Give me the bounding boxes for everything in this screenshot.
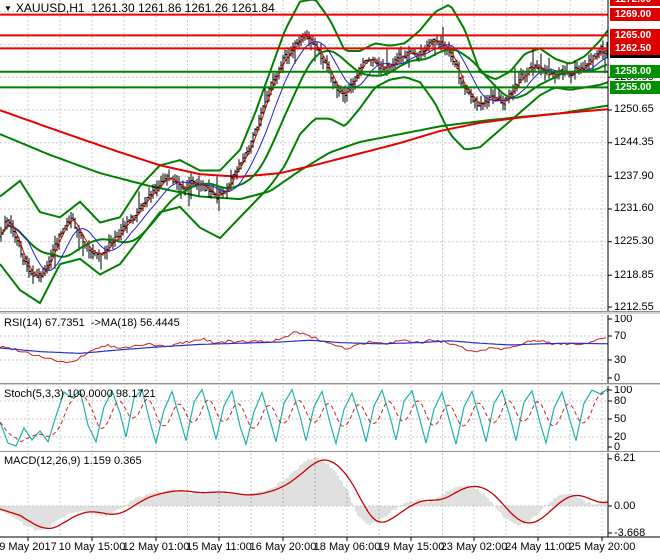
fast-ma-red-line: [0, 35, 608, 277]
price-panel: [0, 0, 608, 305]
time-tick-label: 18 May 06:00: [313, 541, 381, 553]
price-tick-label: 20: [614, 430, 627, 443]
time-tick-label: 24 May 11:00: [505, 541, 571, 553]
price-tick-label: 0.00: [614, 499, 636, 512]
price-tick-label: 80: [614, 394, 627, 407]
price-tick-label: 0: [614, 371, 621, 384]
stoch-indicator-label: Stoch(5,3,3) 100.0000 98.1721: [4, 388, 156, 400]
macd-indicator-label: MACD(12,26,9) 1.159 0.365: [4, 455, 142, 467]
price-tick-label: 1250.65: [614, 103, 654, 116]
bollinger-bands: [0, 0, 608, 305]
price-tick-label: -3.668: [614, 526, 646, 539]
panel-divider[interactable]: [0, 451, 660, 453]
price-tick-label: 1212.55: [614, 300, 654, 313]
time-tick-label: 9 May 2017: [0, 541, 57, 553]
price-level-tag: 1262.50: [610, 41, 660, 55]
macd-histogram: [0, 457, 608, 531]
rsi-line: [0, 331, 607, 364]
price-tick-label: 100: [614, 383, 633, 396]
panel-divider[interactable]: [0, 311, 660, 315]
price-tick-label: 1225.30: [614, 235, 654, 248]
support-resistance-lines: [0, 0, 608, 89]
chart-header: ▼ XAUUSD,H1 1261.30 1261.86 1261.26 1261.…: [4, 1, 275, 15]
time-tick-label: 23 May 02:00: [440, 541, 508, 553]
stochastic-panel: [0, 388, 608, 447]
price-tick-label: 6.21: [614, 452, 636, 465]
price-tick-label: 70: [614, 329, 627, 342]
price-level-tag: 1269.00: [610, 8, 660, 22]
price-tick-label: 1237.90: [614, 169, 654, 182]
price-level-tag: 1265.00: [610, 28, 660, 42]
stoch-k-line: [0, 388, 608, 447]
price-tick-label: 50: [614, 412, 627, 425]
time-tick-label: 16 May 20:00: [249, 541, 317, 553]
time-tick-label: 25 May 20:00: [568, 541, 636, 553]
stoch-d-line: [0, 391, 608, 442]
symbol-dropdown-icon[interactable]: ▼: [4, 4, 12, 13]
slow-ma-red-line: [0, 108, 608, 178]
mid-ma-green-line: [0, 48, 608, 258]
price-tick-label: 0: [614, 440, 621, 453]
price-tick-label: 100: [614, 312, 633, 325]
price-level-tag: 1258.00: [610, 65, 660, 79]
rsi-indicator-label: RSI(14) 67.7351 ->MA(18) 56.4445: [4, 317, 180, 329]
panel-divider[interactable]: [0, 383, 660, 386]
price-level-tag: 1272.00: [610, 0, 660, 6]
price-tick-label: 1218.85: [614, 268, 654, 281]
chart-title: XAUUSD,H1 1261.30 1261.86 1261.26 1261.8…: [15, 1, 275, 15]
time-tick-label: 10 May 15:00: [58, 541, 126, 553]
price-tick-label: 1244.35: [614, 136, 654, 149]
rsi-ma-line: [0, 339, 608, 355]
macd-signal-line: [0, 459, 608, 530]
rsi-panel: [0, 331, 608, 364]
price-tick-label: 30: [614, 353, 627, 366]
price-tick-label: 1231.60: [614, 202, 654, 215]
time-tick-label: 12 May 01:00: [122, 541, 190, 553]
price-level-tag: 1255.00: [610, 80, 660, 94]
time-tick-label: 19 May 15:00: [377, 541, 445, 553]
time-tick-label: 15 May 11:00: [186, 541, 252, 553]
macd-panel: [0, 457, 608, 531]
